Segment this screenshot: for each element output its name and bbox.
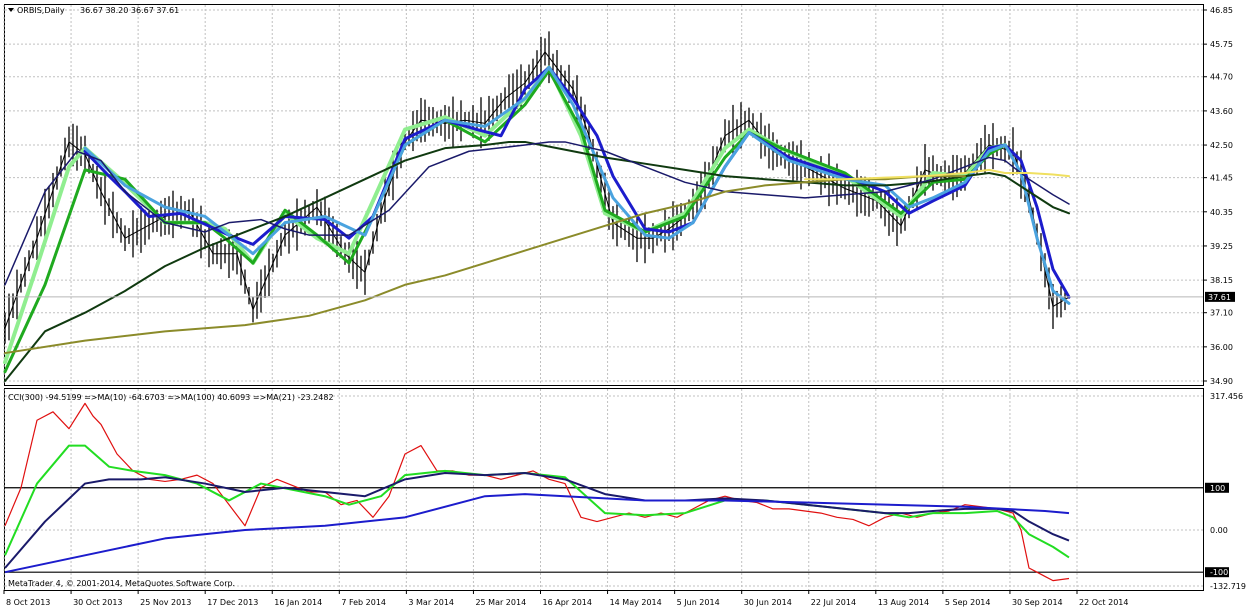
x-tick-label: 30 Oct 2013: [73, 598, 122, 607]
price-y-axis: 46.85 45.75 44.70 43.60 42.50 41.45 40.35 39.25…: [1203, 6, 1235, 386]
x-tick-label: 13 Aug 2014: [878, 598, 929, 607]
indicator-y-tick-label: 0.00: [1210, 526, 1228, 535]
price-series-ma_slow_lightblue: [83, 65, 1071, 305]
price-y-tick-label: 37.10: [1210, 309, 1233, 318]
x-tick-label: 30 Sep 2014: [1012, 598, 1063, 607]
x-axis: 8 Oct 2013 30 Oct 2013 25 Nov 2013 17 Dec 2…: [3, 590, 1128, 607]
x-tick-label: 8 Oct 2013: [6, 598, 50, 607]
ohlc-values: 36.67 38.20 36.67 37.61: [80, 6, 179, 15]
price-series-ma_long_olive: [4, 175, 966, 355]
x-tick-label: 5 Sep 2014: [945, 598, 991, 607]
price-y-tick-label: 40.35: [1210, 208, 1233, 217]
x-tick-label: 7 Feb 2014: [341, 598, 386, 607]
indicator-label: CCI(300) -94.5199 =>MA(10) -64.6703 =>MA…: [8, 393, 334, 402]
x-tick-label: 3 Mar 2014: [408, 598, 454, 607]
x-tick-label: 22 Jul 2014: [811, 598, 856, 607]
price-series-ma_navy: [4, 141, 1070, 286]
x-tick-label: 16 Apr 2014: [543, 598, 592, 607]
indicator-level-tag: [1205, 482, 1229, 493]
price-y-tick-label: 43.60: [1210, 107, 1233, 116]
x-tick-label: 14 May 2014: [610, 598, 662, 607]
indicator-y-tick-label: -100: [1210, 568, 1228, 577]
price-series-ma_long_yellow: [804, 168, 1070, 181]
price-y-tick-label: 39.25: [1210, 242, 1233, 251]
indicator-series-cci: [4, 402, 1070, 582]
indicator-y-tick-label: 100: [1210, 484, 1225, 493]
current-price-tag: [1205, 291, 1235, 302]
x-tick-label: 25 Nov 2013: [140, 598, 191, 607]
price-y-tick-label: 45.75: [1210, 40, 1233, 49]
x-tick-label: 16 Jan 2014: [274, 598, 322, 607]
copyright-text: MetaTrader 4, © 2001-2014, MetaQuotes So…: [8, 579, 235, 588]
x-tick-label: 22 Oct 2014: [1079, 598, 1128, 607]
indicator-series-cci_ma10: [4, 444, 1070, 559]
indicator-levels: [5, 487, 1203, 573]
x-tick-label: 25 Mar 2014: [475, 598, 526, 607]
menu-triangle-icon[interactable]: [8, 8, 14, 12]
indicator-series-cci_ma21: [4, 472, 1070, 569]
price-y-tick-label: 42.50: [1210, 141, 1233, 150]
price-series-ma_slow_blue: [83, 65, 1071, 299]
price-grid: [3, 5, 1203, 385]
price-y-tick-label: 44.70: [1210, 73, 1233, 82]
indicator-series-cci_ma100: [4, 493, 1070, 574]
price-y-tick-label: 34.90: [1210, 377, 1233, 386]
indicator-grid: [3, 389, 1203, 590]
current-price-label: 37.61: [1208, 293, 1231, 302]
indicator-panel-frame: [4, 388, 1204, 591]
close-line: [4, 51, 1070, 329]
indicator-y-axis: 317.456 100 0.00 -100 -132.719: [1205, 392, 1246, 591]
indicator-level-tag: [1205, 567, 1229, 578]
indicator-y-tick-label: -132.719: [1210, 582, 1246, 591]
price-panel-frame: [4, 4, 1204, 386]
price-y-tick-label: 46.85: [1210, 6, 1233, 15]
price-y-tick-label: 38.15: [1210, 276, 1233, 285]
indicator-y-tick-label: 317.456: [1210, 392, 1243, 401]
x-tick-label: 30 Jun 2014: [744, 598, 792, 607]
x-tick-label: 17 Dec 2013: [207, 598, 258, 607]
price-y-tick-label: 41.45: [1210, 174, 1233, 183]
x-tick-label: 5 Jun 2014: [677, 598, 720, 607]
price-y-tick-label: 36.00: [1210, 343, 1233, 352]
indicator-series-group: [4, 402, 1070, 582]
price-series-group: [3, 31, 1203, 382]
symbol-title: ORBIS,Daily: [17, 6, 65, 15]
